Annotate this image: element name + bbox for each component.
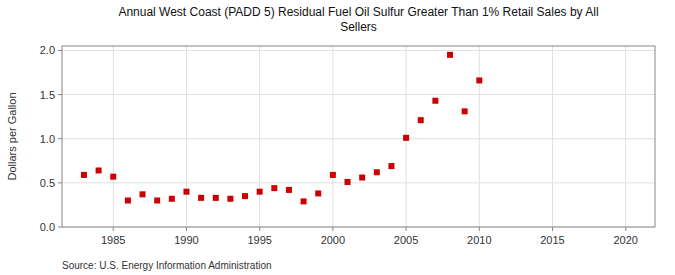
y-axis-label: Dollars per Gallon xyxy=(6,92,18,180)
point xyxy=(81,172,87,178)
point xyxy=(374,169,380,175)
grid-line xyxy=(62,50,655,51)
point xyxy=(242,193,248,199)
tick-label: 0.5 xyxy=(40,177,55,189)
source: Source: U.S. Energy Information Administ… xyxy=(62,260,272,271)
point xyxy=(330,172,336,178)
tick-label: 2000 xyxy=(321,234,345,246)
tick-label: 2015 xyxy=(540,234,564,246)
point xyxy=(418,117,424,123)
grid-line xyxy=(332,46,333,227)
point xyxy=(447,52,453,58)
tick-mark xyxy=(332,227,333,231)
point xyxy=(315,190,321,196)
tick-mark xyxy=(186,227,187,231)
grid-line xyxy=(479,46,480,227)
tick-label: 2.0 xyxy=(40,44,55,56)
tick-label: 1995 xyxy=(247,234,271,246)
grid xyxy=(62,46,655,227)
point xyxy=(476,77,482,83)
axes: 0.0 0.5 1.0 1.5 2.0 1985 1990 1995 2000 2005 2010 2… xyxy=(40,44,638,246)
point xyxy=(271,185,277,191)
grid-line xyxy=(62,94,655,95)
point xyxy=(345,179,351,185)
tick-mark xyxy=(479,227,480,231)
point xyxy=(286,187,292,193)
grid-line xyxy=(113,46,114,227)
tick-label: 1985 xyxy=(101,234,125,246)
tick-label: 1990 xyxy=(174,234,198,246)
point xyxy=(154,198,160,204)
grid-line xyxy=(625,46,626,227)
point xyxy=(183,189,189,195)
tick-mark xyxy=(58,182,62,183)
tick-label: 2005 xyxy=(394,234,418,246)
tick-mark xyxy=(58,227,62,228)
point xyxy=(403,135,409,141)
point xyxy=(257,189,263,195)
point xyxy=(213,195,219,201)
tick-mark xyxy=(58,138,62,139)
point xyxy=(198,195,204,201)
point xyxy=(125,198,131,204)
tick-label: 2010 xyxy=(467,234,491,246)
tick-mark xyxy=(113,227,114,231)
grid-line xyxy=(552,46,553,227)
point xyxy=(462,108,468,114)
plot-frame xyxy=(62,46,655,227)
point xyxy=(140,191,146,197)
tick-mark xyxy=(259,227,260,231)
tick-label: 2020 xyxy=(613,234,637,246)
point xyxy=(432,98,438,104)
grid-line xyxy=(186,46,187,227)
tick-mark xyxy=(58,94,62,95)
point xyxy=(301,198,307,204)
point xyxy=(359,175,365,181)
point xyxy=(388,163,394,169)
chart: 0.0 0.5 1.0 1.5 2.0 1985 1990 1995 2000 2005 2010 2… xyxy=(0,0,675,275)
title-line: Annual West Coast (PADD 5) Residual Fuel… xyxy=(118,5,598,19)
tick-mark xyxy=(625,227,626,231)
grid-line xyxy=(62,182,655,183)
tick-mark xyxy=(58,50,62,51)
grid-line xyxy=(259,46,260,227)
tick-mark xyxy=(552,227,553,231)
point xyxy=(96,167,102,173)
tick-mark xyxy=(406,227,407,231)
title-line: Sellers xyxy=(340,20,377,34)
tick-label: 0.0 xyxy=(40,221,55,233)
point xyxy=(227,196,233,202)
points xyxy=(81,52,482,205)
point xyxy=(169,196,175,202)
grid-line xyxy=(62,138,655,139)
title: Annual West Coast (PADD 5) Residual Fuel… xyxy=(118,5,598,34)
tick-label: 1.5 xyxy=(40,89,55,101)
tick-label: 1.0 xyxy=(40,133,55,145)
point xyxy=(110,174,116,180)
